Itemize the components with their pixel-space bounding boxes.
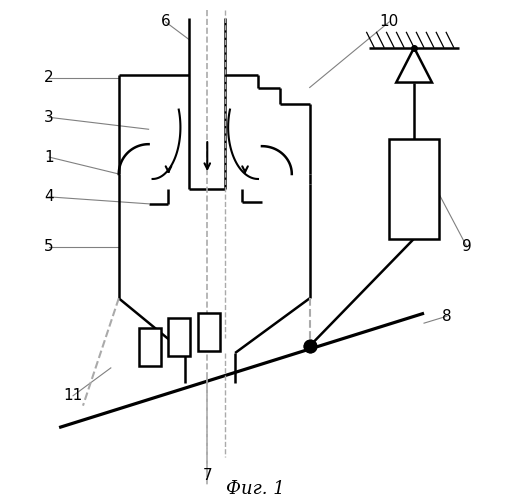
Bar	[168, 318, 190, 356]
Text: 2: 2	[44, 70, 54, 85]
Text: 1: 1	[44, 150, 54, 164]
Text: 9: 9	[461, 239, 471, 254]
Text: 3: 3	[44, 110, 54, 125]
Bar	[198, 313, 220, 351]
Text: 11: 11	[63, 388, 82, 403]
Bar	[138, 328, 160, 366]
Text: 7: 7	[202, 468, 212, 483]
Text: 10: 10	[379, 14, 398, 30]
Text: 6: 6	[160, 14, 170, 30]
Text: 5: 5	[44, 239, 54, 254]
Text: 4: 4	[44, 190, 54, 204]
Text: 8: 8	[441, 308, 451, 324]
Polygon shape	[395, 48, 431, 82]
Bar	[388, 139, 438, 238]
Text: Фиг. 1: Фиг. 1	[225, 480, 284, 498]
